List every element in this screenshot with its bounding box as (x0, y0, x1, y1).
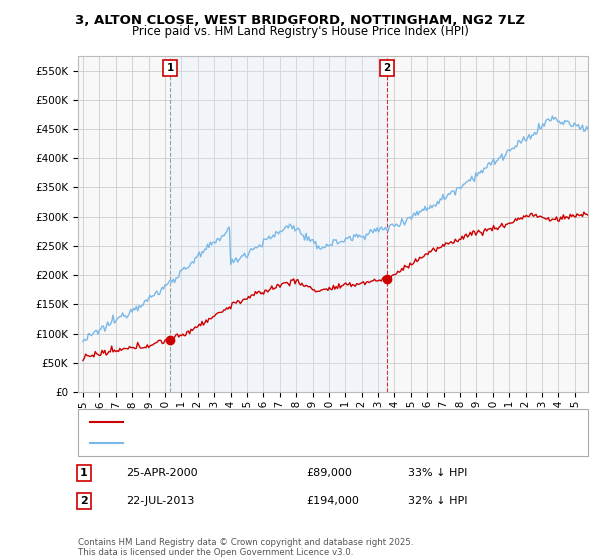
Text: 3, ALTON CLOSE, WEST BRIDGFORD, NOTTINGHAM, NG2 7LZ: 3, ALTON CLOSE, WEST BRIDGFORD, NOTTINGH… (75, 14, 525, 27)
Text: 33% ↓ HPI: 33% ↓ HPI (408, 468, 467, 478)
Text: HPI: Average price, detached house, Rushcliffe: HPI: Average price, detached house, Rush… (129, 438, 373, 448)
Text: 22-JUL-2013: 22-JUL-2013 (126, 496, 194, 506)
Text: 2: 2 (383, 63, 391, 73)
Text: 1: 1 (166, 63, 173, 73)
Text: Price paid vs. HM Land Registry's House Price Index (HPI): Price paid vs. HM Land Registry's House … (131, 25, 469, 38)
Text: £89,000: £89,000 (306, 468, 352, 478)
Bar (170, 56, 387, 392)
Text: 3, ALTON CLOSE, WEST BRIDGFORD, NOTTINGHAM, NG2 7LZ (detached house): 3, ALTON CLOSE, WEST BRIDGFORD, NOTTINGH… (129, 417, 540, 427)
Text: £194,000: £194,000 (306, 496, 359, 506)
Text: 32% ↓ HPI: 32% ↓ HPI (408, 496, 467, 506)
Text: 2: 2 (80, 496, 88, 506)
Text: 1: 1 (80, 468, 88, 478)
Text: 25-APR-2000: 25-APR-2000 (126, 468, 197, 478)
Text: Contains HM Land Registry data © Crown copyright and database right 2025.
This d: Contains HM Land Registry data © Crown c… (78, 538, 413, 557)
